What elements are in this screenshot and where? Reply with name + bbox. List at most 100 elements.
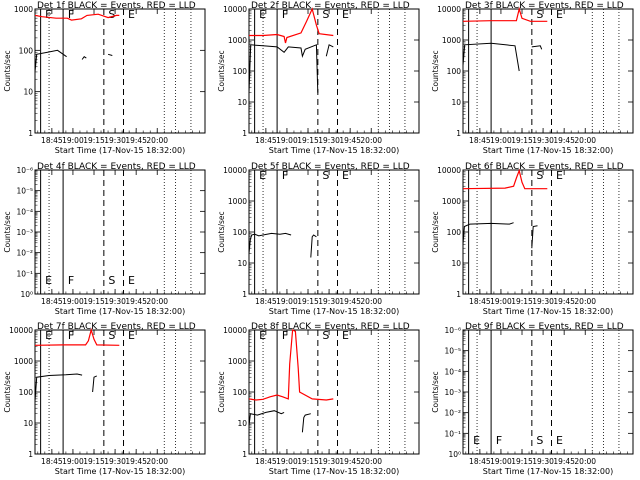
events-series-line: [248, 410, 311, 433]
lld-series-line: [462, 168, 548, 190]
event-marker-label: F: [496, 434, 502, 447]
event-marker-label: E: [556, 169, 563, 182]
x-tick-label: 19:00: [62, 457, 84, 466]
x-tick-label: 19:15: [297, 136, 319, 145]
y-axis-label: Counts/sec: [217, 371, 226, 412]
y-tick-label: 10⁻⁴: [444, 367, 461, 376]
y-tick-label: 10⁰: [448, 450, 461, 459]
y-tick-label: 1000: [228, 197, 247, 206]
plot-frame: [462, 329, 634, 455]
x-tick-label: 19:30: [318, 136, 340, 145]
y-tick-label: 100: [233, 228, 248, 237]
x-tick-label: 20:00: [574, 457, 596, 466]
y-tick-label: 10⁻³: [16, 228, 33, 237]
events-series-line: [462, 222, 538, 249]
y-tick-label: 1000: [14, 5, 33, 14]
x-axis-label: Start Time (17-Nov-15 18:32:00): [269, 307, 399, 316]
event-marker-label: E: [473, 434, 480, 447]
x-axis-label: Start Time (17-Nov-15 18:32:00): [483, 467, 613, 476]
event-marker-label: F: [68, 274, 74, 287]
y-tick-label: 10: [23, 419, 33, 428]
y-tick-label: 10⁻⁴: [16, 207, 33, 216]
event-marker-label: E: [128, 274, 135, 287]
x-tick-label: 19:30: [104, 136, 126, 145]
x-tick-label: 20:00: [574, 136, 596, 145]
x-tick-label: 19:30: [318, 457, 340, 466]
y-tick-label: 1: [28, 450, 33, 459]
event-marker-label: E: [259, 8, 266, 21]
y-tick-label: 10⁻¹: [444, 429, 461, 438]
panel-title: Det 1f BLACK = Events, RED = LLD: [37, 1, 196, 11]
x-tick-label: 18:45: [469, 297, 491, 306]
y-axis-label: Counts/sec: [3, 50, 12, 91]
x-tick-label: 20:00: [146, 457, 168, 466]
y-tick-label: 1: [242, 290, 247, 299]
y-tick-label: 10⁰: [20, 290, 33, 299]
panel-9: Det 9f BLACK = Events, RED = LLD 18:45 19:…: [431, 322, 634, 476]
event-marker-label: E: [259, 169, 266, 182]
panel-title: Det 8f BLACK = Events, RED = LLD: [251, 322, 410, 332]
events-series-line: [248, 44, 334, 93]
event-marker-label: E: [342, 329, 349, 342]
y-tick-label: 100: [19, 46, 34, 55]
y-tick-label: 10000: [437, 5, 461, 14]
lld-series-line: [462, 6, 548, 22]
event-marker-label: E: [128, 8, 135, 21]
events-series-line: [34, 373, 98, 402]
panel-title: Det 9f BLACK = Events, RED = LLD: [465, 322, 624, 332]
x-tick-label: 19:30: [104, 297, 126, 306]
y-tick-label: 100: [19, 388, 34, 397]
y-axis-label: Counts/sec: [431, 371, 440, 412]
y-tick-label: 1: [242, 450, 247, 459]
y-tick-label: 10000: [223, 326, 247, 335]
event-marker-label: F: [282, 8, 288, 21]
panel-title: Det 3f BLACK = Events, RED = LLD: [465, 1, 624, 11]
y-tick-label: 10: [23, 88, 33, 97]
x-tick-label: 19:45: [125, 297, 147, 306]
event-marker-label: S: [536, 8, 543, 21]
x-tick-label: 19:30: [532, 297, 554, 306]
y-tick-label: 1: [456, 129, 461, 138]
events-series-line: [248, 232, 317, 258]
x-axis-label: Start Time (17-Nov-15 18:32:00): [55, 307, 185, 316]
event-marker-label: S: [108, 8, 115, 21]
x-tick-label: 20:00: [360, 136, 382, 145]
plot-frame: [248, 169, 420, 295]
plot-frame: [462, 8, 634, 134]
panel-title: Det 5f BLACK = Events, RED = LLD: [251, 162, 410, 172]
x-tick-label: 19:15: [83, 457, 105, 466]
event-marker-label: E: [45, 8, 52, 21]
event-marker-label: S: [108, 329, 115, 342]
y-tick-label: 10: [237, 259, 247, 268]
x-tick-label: 19:30: [104, 457, 126, 466]
y-tick-label: 10: [237, 98, 247, 107]
x-axis-label: Start Time (17-Nov-15 18:32:00): [55, 467, 185, 476]
x-tick-label: 19:00: [62, 136, 84, 145]
x-tick-label: 18:45: [41, 457, 63, 466]
x-tick-label: 18:45: [469, 457, 491, 466]
event-marker-label: F: [68, 329, 74, 342]
x-tick-label: 19:45: [553, 136, 575, 145]
panel-title: Det 7f BLACK = Events, RED = LLD: [37, 322, 196, 332]
y-tick-label: 100: [447, 67, 462, 76]
y-tick-label: 1: [456, 290, 461, 299]
event-marker-label: S: [536, 434, 543, 447]
event-marker-label: E: [45, 329, 52, 342]
x-tick-label: 18:45: [41, 136, 63, 145]
plot-frame: [34, 329, 206, 455]
x-tick-label: 20:00: [146, 297, 168, 306]
y-tick-label: 10⁻²: [16, 249, 33, 258]
event-marker-label: E: [45, 274, 52, 287]
y-axis-label: Counts/sec: [217, 50, 226, 91]
plot-frame: [34, 169, 206, 295]
x-tick-label: 19:45: [553, 457, 575, 466]
x-tick-label: 19:45: [339, 297, 361, 306]
x-tick-label: 18:45: [255, 457, 277, 466]
y-tick-label: 10⁻⁵: [444, 347, 461, 356]
event-marker-label: F: [68, 8, 74, 21]
y-axis-label: Counts/sec: [431, 211, 440, 252]
y-tick-label: 10000: [223, 166, 247, 175]
y-tick-label: 10⁻²: [444, 409, 461, 418]
